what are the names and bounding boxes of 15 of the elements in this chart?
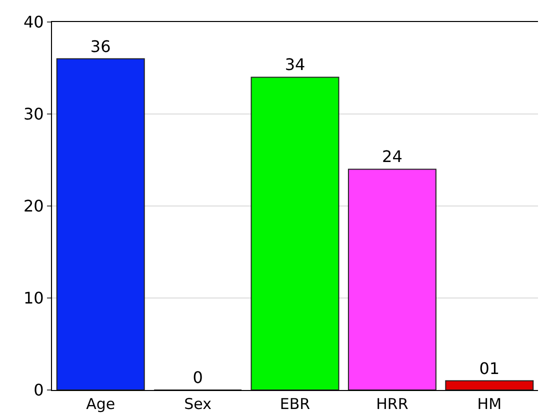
data-label: 24	[382, 147, 402, 166]
data-label: 01	[479, 358, 500, 378]
data-label: 34	[284, 55, 306, 74]
y-tick-label: 10	[23, 288, 44, 308]
x-tick-label: HRR	[376, 395, 408, 413]
y-tick-label: 30	[23, 104, 44, 124]
x-tick-label: Sex	[184, 395, 212, 413]
y-tick-label: 40	[23, 12, 44, 32]
x-tick-label: Age	[86, 395, 116, 413]
x-tick-label: HM	[477, 395, 502, 413]
data-label: 36	[90, 36, 111, 56]
y-tick-label: 0	[34, 380, 44, 400]
y-tick-label: 20	[23, 196, 44, 216]
data-label: 0	[192, 368, 203, 387]
x-tick-label: EBR	[280, 395, 310, 413]
